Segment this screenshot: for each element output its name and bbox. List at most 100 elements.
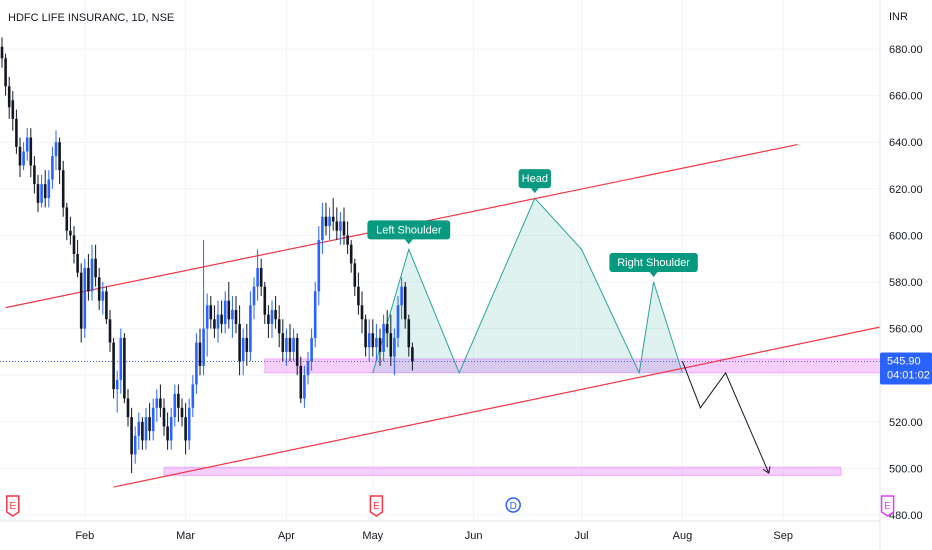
time-tick-label: Feb <box>75 530 94 542</box>
price-tick-label: 620.00 <box>889 184 923 196</box>
candle <box>198 328 202 376</box>
last-price-value: 545.90 <box>887 355 921 367</box>
time-tick-label: Apr <box>278 530 295 542</box>
candle <box>148 403 151 441</box>
candle-body <box>231 309 234 320</box>
event-marker[interactable]: E <box>880 495 895 517</box>
candle <box>234 295 238 334</box>
candle <box>223 291 227 334</box>
candle-body <box>76 254 79 273</box>
pattern-label: Right Shoulder <box>609 253 698 277</box>
candle <box>191 375 195 418</box>
candle-body <box>328 216 331 227</box>
candle <box>364 314 367 357</box>
candle-body <box>357 286 360 306</box>
candle-body <box>317 240 321 292</box>
candle-body <box>101 291 105 301</box>
candle-body <box>22 151 25 166</box>
pattern-label-pointer <box>404 239 413 245</box>
candle-body <box>83 268 87 329</box>
candle-body <box>249 305 252 352</box>
candle <box>177 384 180 422</box>
candle-body <box>87 268 90 292</box>
candle-body <box>7 86 11 108</box>
candle <box>90 244 94 301</box>
candle <box>270 300 274 338</box>
time-tick-label: May <box>362 530 383 542</box>
candle-body <box>227 300 231 320</box>
candle-body <box>79 272 83 329</box>
candle <box>87 254 90 301</box>
candle-body <box>292 337 295 352</box>
candle-body <box>411 347 414 362</box>
candle <box>144 407 148 450</box>
candle <box>252 277 256 320</box>
currency-label: INR <box>889 11 908 23</box>
candle-body <box>187 407 191 441</box>
candle-body <box>141 421 144 441</box>
candle-body <box>0 46 4 59</box>
candle-body <box>130 417 133 455</box>
candle <box>65 202 69 241</box>
candle <box>141 417 144 450</box>
candle-body <box>69 230 72 236</box>
candle <box>76 240 79 278</box>
candle <box>43 170 47 208</box>
candle <box>202 240 205 376</box>
candle-body <box>407 319 411 348</box>
time-tick-label: Jul <box>575 530 589 542</box>
candle <box>227 282 231 329</box>
candle-body <box>339 221 342 231</box>
candle-body <box>169 417 173 441</box>
candle <box>382 314 385 362</box>
candle-body <box>223 300 227 324</box>
event-marker-letter: E <box>9 501 16 512</box>
candle-body <box>162 407 166 427</box>
candle-body <box>25 137 29 152</box>
candle-body <box>65 207 69 231</box>
candle-body <box>285 337 288 352</box>
candle-body <box>105 291 108 320</box>
candle <box>357 272 360 315</box>
candle-body <box>54 142 58 157</box>
candle-body <box>90 258 94 292</box>
candle-body <box>216 314 220 329</box>
event-marker[interactable]: D <box>505 497 521 513</box>
candle-body <box>72 235 76 255</box>
channel-line <box>113 325 885 488</box>
candle-body <box>288 337 292 352</box>
candle-body <box>166 426 169 441</box>
candle <box>375 323 378 362</box>
candle <box>58 137 61 185</box>
pattern-label-bg <box>609 253 698 272</box>
time-axis-ticks: Feb Mar Apr May Jun Jul Aug Sep <box>75 530 793 542</box>
candle <box>328 207 331 241</box>
candle <box>205 293 209 357</box>
event-marker[interactable]: E <box>369 495 384 517</box>
time-tick-label: Sep <box>773 530 793 542</box>
candle-body <box>198 342 202 366</box>
candle <box>22 142 25 171</box>
candle-body <box>396 305 400 338</box>
candle-body <box>382 323 385 352</box>
candle-body <box>133 435 137 455</box>
price-axis-background <box>880 0 932 550</box>
projection-path <box>681 361 768 473</box>
candle <box>130 407 133 474</box>
candle <box>123 333 126 404</box>
candle-body <box>159 398 162 408</box>
candle-body <box>180 407 184 418</box>
pattern-label-bg <box>367 220 451 240</box>
event-marker[interactable]: E <box>6 495 20 517</box>
candle-body <box>263 286 267 315</box>
candle <box>385 309 389 348</box>
pattern-label-pointer <box>649 272 658 277</box>
candle <box>259 258 263 296</box>
candle <box>238 305 241 376</box>
candle <box>184 403 187 455</box>
candle-body <box>137 421 141 436</box>
time-tick-label: Jun <box>465 530 483 542</box>
candle-body <box>393 337 396 357</box>
